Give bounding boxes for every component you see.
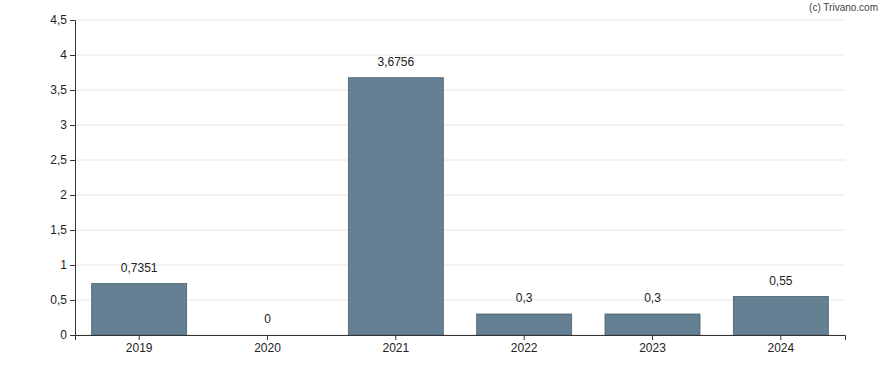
y-tick: 1 <box>60 258 75 272</box>
chart: 0 0,5 1 1,5 2 2,5 3 3,5 4 4,5 2019 2020 2021 2022 2023… <box>0 0 888 370</box>
y-tick: 3 <box>60 118 75 132</box>
x-tick-mark <box>139 335 140 340</box>
y-tick: 2,5 <box>50 153 75 167</box>
grid-line <box>75 90 845 91</box>
grid-line <box>75 195 845 196</box>
x-axis: 2019 2020 2021 2022 2023 2024 <box>76 335 846 355</box>
y-tick: 4,5 <box>50 13 75 27</box>
data-label: 0,3 <box>516 291 533 305</box>
bars <box>92 78 829 335</box>
y-axis: 0 0,5 1 1,5 2 2,5 3 3,5 4 4,5 <box>50 13 75 342</box>
y-tick: 0 <box>60 328 75 342</box>
x-tick: 2019 <box>126 335 153 355</box>
x-tick-mark <box>524 335 525 340</box>
bar <box>605 314 700 335</box>
bar <box>348 78 443 335</box>
y-tick-label: 3 <box>60 118 67 132</box>
x-tick: 2020 <box>254 335 281 355</box>
y-tick-mark <box>70 195 75 196</box>
bar <box>220 335 315 336</box>
x-tick: 2022 <box>511 335 538 355</box>
x-tick-label: 2021 <box>382 341 409 355</box>
y-tick-mark <box>70 90 75 91</box>
y-tick: 3,5 <box>50 83 75 97</box>
x-tick: 2021 <box>382 335 409 355</box>
data-label: 3,6756 <box>377 55 414 69</box>
y-tick-mark <box>70 335 75 336</box>
y-tick-label: 3,5 <box>50 83 67 97</box>
x-tick-mark <box>395 335 396 340</box>
x-tick-mark <box>780 335 781 340</box>
x-tick-label: 2019 <box>126 341 153 355</box>
x-tick: 2024 <box>767 335 794 355</box>
y-tick-label: 2 <box>60 188 67 202</box>
y-tick-mark <box>70 230 75 231</box>
y-tick-mark <box>70 20 75 21</box>
y-tick-mark <box>70 300 75 301</box>
y-tick-mark <box>70 265 75 266</box>
grid-line <box>75 300 845 301</box>
data-labels: 0,7351 0 3,6756 0,3 0,3 0,55 <box>121 55 793 326</box>
x-tick-mark <box>652 335 653 340</box>
grid <box>75 20 845 335</box>
y-tick: 2 <box>60 188 75 202</box>
grid-line <box>75 55 845 56</box>
y-tick-mark <box>70 125 75 126</box>
x-tick-mark <box>267 335 268 340</box>
y-tick-mark <box>70 160 75 161</box>
credit: (c) Trivano.com <box>809 2 878 13</box>
grid-line <box>75 20 845 21</box>
data-label: 0,3 <box>644 291 661 305</box>
grid-line <box>75 230 845 231</box>
bar <box>92 284 187 335</box>
x-tick-label: 2022 <box>511 341 538 355</box>
y-tick: 0,5 <box>50 293 75 307</box>
grid-line <box>75 125 845 126</box>
y-tick-label: 0 <box>60 328 67 342</box>
data-label: 0 <box>264 312 271 326</box>
x-tick-label: 2020 <box>254 341 281 355</box>
data-label: 0,55 <box>769 274 793 288</box>
y-tick-label: 4 <box>60 48 67 62</box>
grid-line <box>75 265 845 266</box>
bar <box>477 314 572 335</box>
plot: 0 0,5 1 1,5 2 2,5 3 3,5 4 4,5 2019 2020 2021 2022 2023… <box>50 13 845 354</box>
y-tick-label: 1,5 <box>50 223 67 237</box>
y-axis-line <box>70 21 76 336</box>
data-label: 0,7351 <box>121 261 158 275</box>
grid-line <box>75 160 845 161</box>
x-tick: 2023 <box>639 335 666 355</box>
y-tick-label: 1 <box>60 258 67 272</box>
y-tick-label: 0,5 <box>50 293 67 307</box>
y-tick: 4 <box>60 48 75 62</box>
y-tick: 1,5 <box>50 223 75 237</box>
y-tick-label: 2,5 <box>50 153 67 167</box>
bar <box>733 297 828 336</box>
y-tick-label: 4,5 <box>50 13 67 27</box>
y-tick-mark <box>70 55 75 56</box>
x-axis-line <box>76 336 846 341</box>
x-tick-label: 2024 <box>767 341 794 355</box>
x-tick-label: 2023 <box>639 341 666 355</box>
